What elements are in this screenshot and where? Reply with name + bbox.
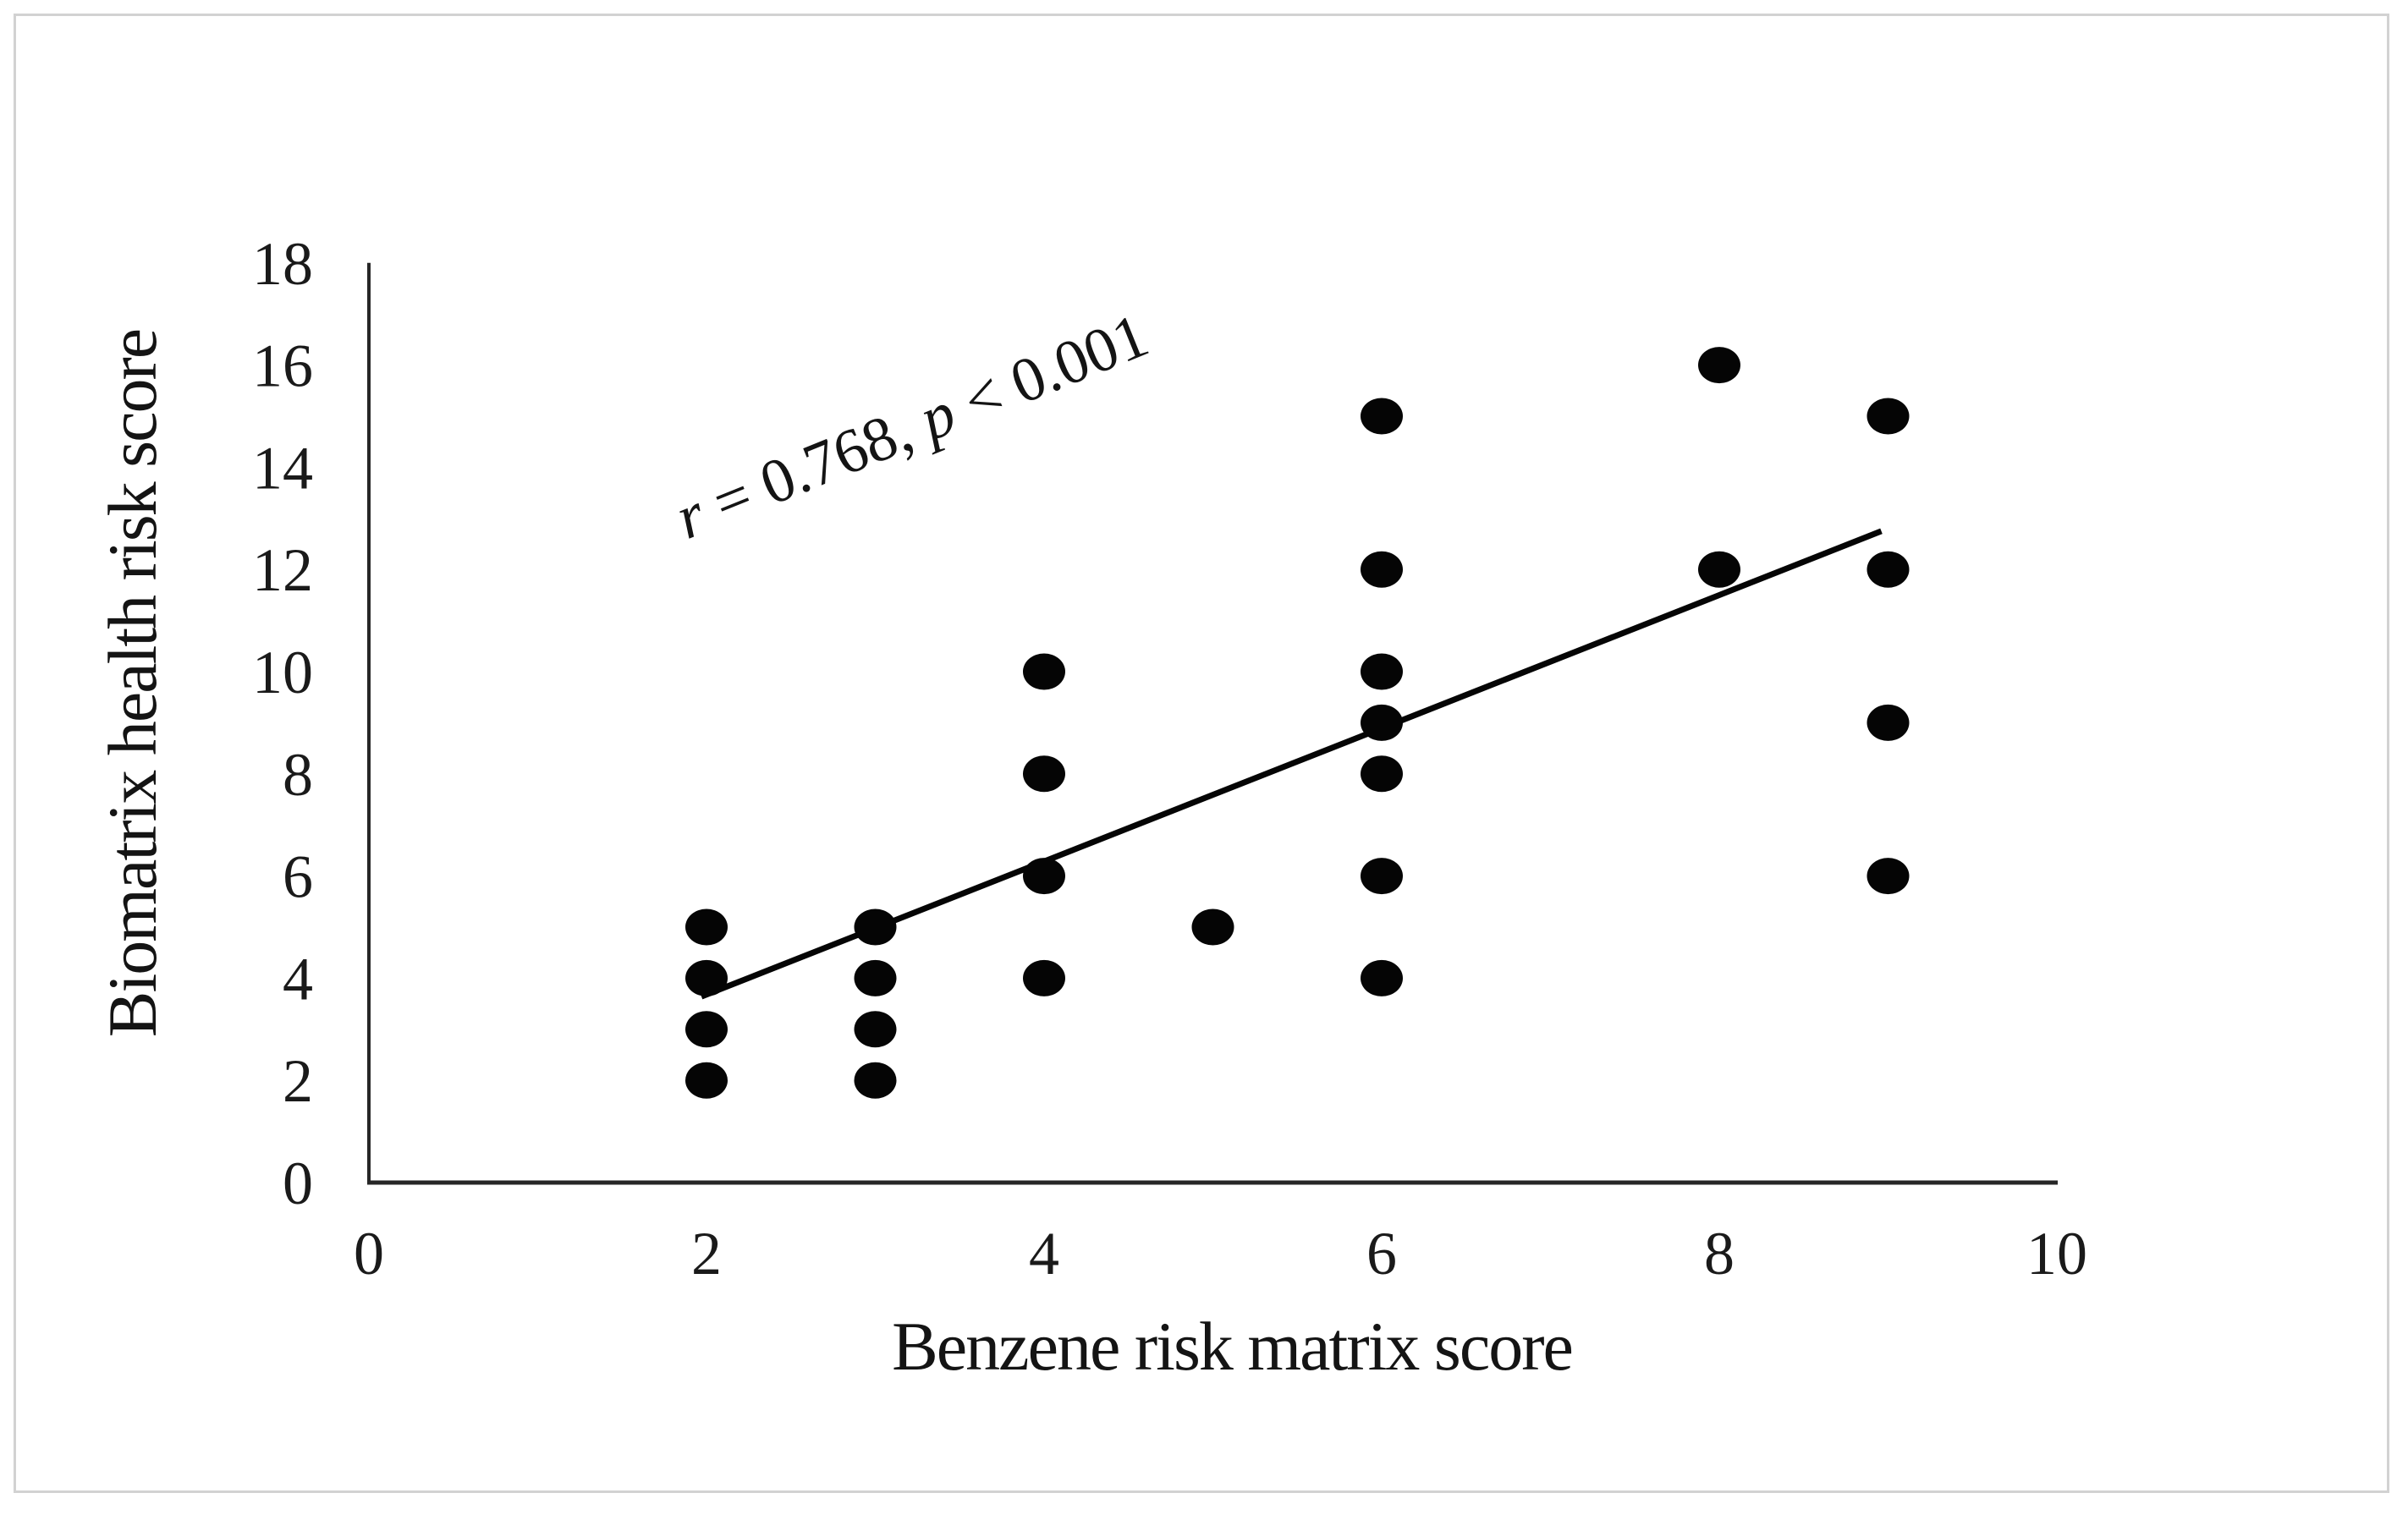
data-point xyxy=(854,1062,897,1099)
data-point xyxy=(1866,858,1910,895)
x-tick-label: 8 xyxy=(1704,1220,1735,1287)
x-tick-label: 4 xyxy=(1029,1220,1059,1287)
data-point xyxy=(1866,551,1910,588)
data-point xyxy=(1361,398,1403,435)
figure-border xyxy=(14,14,2389,1493)
y-tick-label: 10 xyxy=(252,639,313,706)
data-point xyxy=(1023,959,1065,996)
data-point xyxy=(685,959,728,996)
y-tick-label: 2 xyxy=(283,1047,313,1115)
data-point xyxy=(1361,653,1403,690)
y-tick-label: 18 xyxy=(252,230,313,298)
data-point xyxy=(854,908,897,946)
y-tick-label: 12 xyxy=(252,536,313,604)
y-tick-label: 6 xyxy=(283,843,313,911)
data-point xyxy=(1866,704,1910,741)
data-point xyxy=(854,959,897,996)
data-point xyxy=(1361,858,1403,895)
data-point xyxy=(1698,551,1740,588)
data-point xyxy=(1023,755,1065,793)
data-point xyxy=(1361,755,1403,793)
x-tick-label: 2 xyxy=(691,1220,722,1287)
x-axis-title: Benzene risk matrix score xyxy=(892,1308,1574,1385)
data-point xyxy=(1023,858,1065,895)
data-point xyxy=(1361,704,1403,741)
data-point xyxy=(685,1062,728,1099)
data-point xyxy=(685,1011,728,1048)
y-tick-label: 0 xyxy=(283,1150,313,1217)
data-point xyxy=(1023,653,1065,690)
data-point xyxy=(1866,398,1910,435)
data-point xyxy=(1361,959,1403,996)
x-tick-label: 6 xyxy=(1366,1220,1397,1287)
y-tick-label: 8 xyxy=(283,741,313,809)
data-point xyxy=(854,1011,897,1048)
y-axis-title: Biomatrix health risk score xyxy=(94,329,171,1038)
data-point xyxy=(1698,347,1740,384)
y-tick-label: 4 xyxy=(283,945,313,1013)
data-point xyxy=(1191,908,1234,946)
y-tick-label: 16 xyxy=(252,332,313,400)
x-tick-label: 0 xyxy=(354,1220,384,1287)
y-tick-label: 14 xyxy=(252,434,313,502)
data-point xyxy=(1361,551,1403,588)
trend-line xyxy=(700,528,1883,1000)
x-tick-label: 10 xyxy=(2026,1220,2087,1287)
data-point xyxy=(685,908,728,946)
